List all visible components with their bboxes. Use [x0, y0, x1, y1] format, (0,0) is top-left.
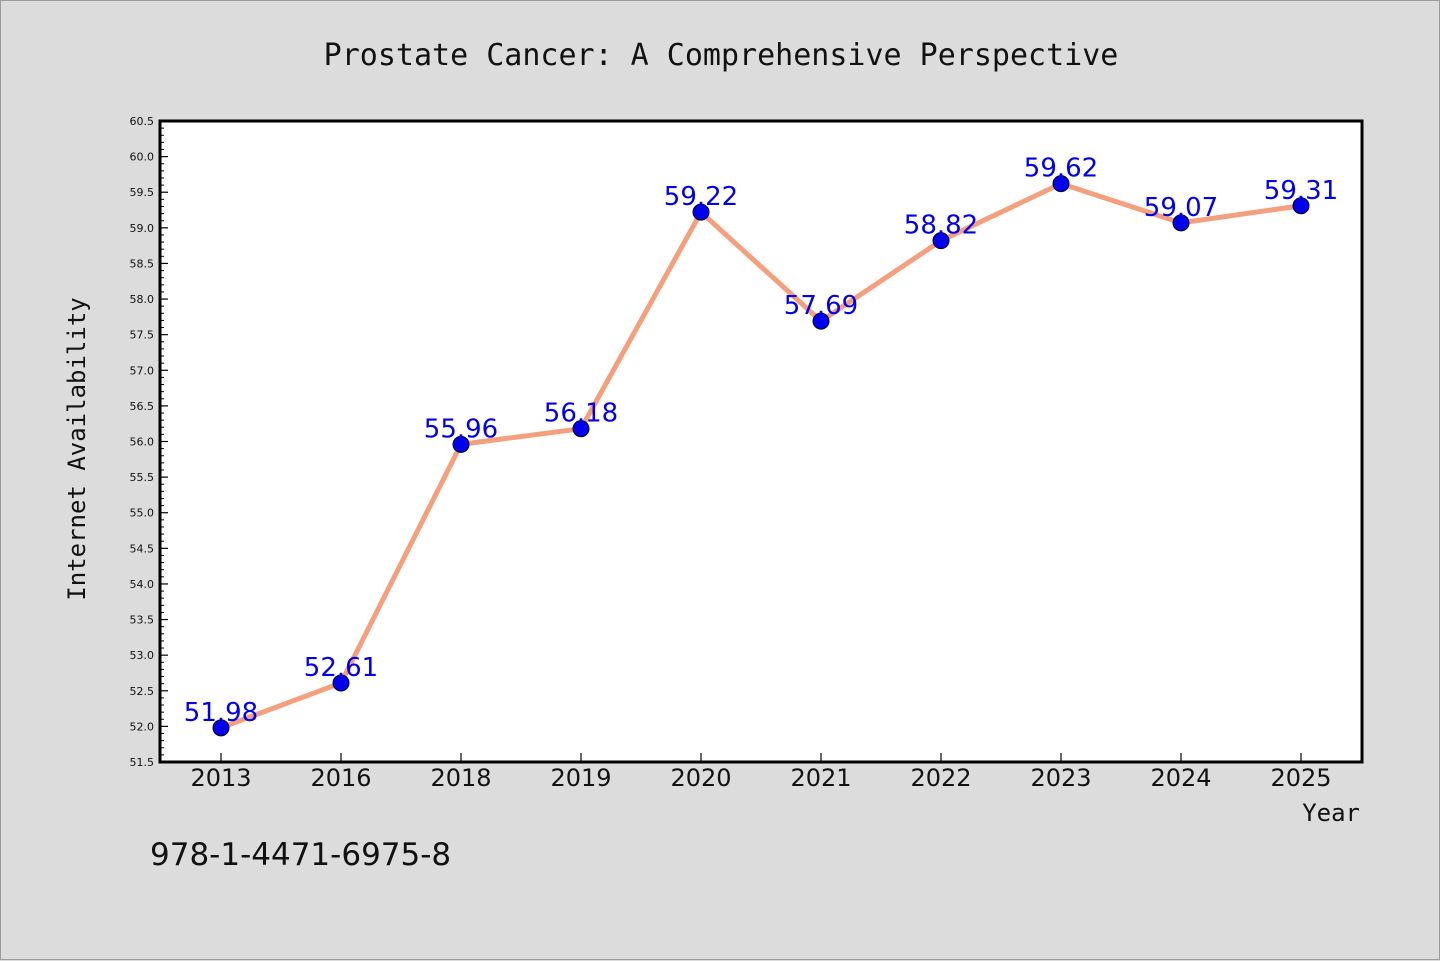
y-axis: 51.5 52.0 52.5 53.0 53.5 54.0 54.5 55.0 55.5 56.0…: [130, 115, 168, 769]
x-tick-label: 2019: [550, 764, 611, 792]
data-point: [692, 203, 710, 221]
plot-area: [158, 119, 1364, 764]
x-tick-label: 2022: [910, 764, 971, 792]
x-tick-label: 2018: [430, 764, 491, 792]
data-point: [452, 435, 470, 453]
data-point: [1052, 175, 1070, 193]
y-tick-label: 57.0: [130, 364, 155, 377]
y-tick-label: 57.5: [130, 329, 155, 342]
y-tick-label: 54.5: [130, 542, 155, 555]
y-tick-label: 60.0: [130, 151, 155, 164]
data-labels: 51.98 52.61 55.96 56.18 59.22 57.69 58.82 59.62…: [184, 154, 1338, 728]
y-tick-label: 52.5: [130, 685, 155, 698]
y-tick-label: 53.5: [130, 614, 155, 627]
x-axis: 2013 2016 2018 2019 2020 2021 2022 2023 2024 2025: [190, 753, 1332, 792]
data-point: [1172, 214, 1190, 232]
x-tick-label: 2016: [310, 764, 371, 792]
data-label: 57.69: [784, 291, 858, 321]
x-tick-label: 2013: [190, 764, 251, 792]
data-label: 51.98: [184, 698, 258, 728]
data-point: [212, 719, 230, 737]
y-tick-label: 58.5: [130, 257, 155, 270]
y-tick-label: 56.5: [130, 400, 155, 413]
y-tick-label: 59.5: [130, 186, 155, 199]
data-label: 58.82: [904, 211, 978, 241]
y-tick-label: 52.0: [130, 720, 155, 733]
footer-code: 978-1-4471-6975-8: [150, 837, 451, 873]
x-axis-label: Year: [1302, 799, 1360, 827]
y-tick-label: 51.5: [130, 756, 155, 769]
data-label: 59.07: [1144, 193, 1218, 223]
data-label: 52.61: [304, 653, 378, 683]
y-tick-label: 53.0: [130, 649, 155, 662]
y-tick-label: 54.0: [130, 578, 155, 591]
data-label: 59.31: [1264, 176, 1338, 206]
data-label: 59.62: [1024, 154, 1098, 184]
data-point: [1292, 197, 1310, 215]
data-label: 59.22: [664, 182, 738, 212]
chart-title: Prostate Cancer: A Comprehensive Perspec…: [324, 38, 1119, 73]
data-point: [812, 312, 830, 330]
y-tick-label: 60.5: [130, 115, 155, 128]
x-tick-label: 2021: [790, 764, 851, 792]
x-tick-label: 2023: [1030, 764, 1091, 792]
data-point: [932, 232, 950, 250]
x-tick-label: 2020: [670, 764, 731, 792]
x-tick-label: 2024: [1150, 764, 1211, 792]
y-axis-label: Internet Availability: [63, 297, 91, 600]
data-point: [332, 674, 350, 692]
y-tick-label: 55.0: [130, 507, 155, 520]
x-tick-label: 2025: [1270, 764, 1331, 792]
data-point: [572, 420, 590, 438]
series-line: [218, 181, 1304, 731]
data-label: 56.18: [544, 399, 618, 429]
y-tick-label: 55.5: [130, 471, 155, 484]
data-label: 55.96: [424, 414, 498, 444]
y-tick-label: 59.0: [130, 222, 155, 235]
y-tick-label: 58.0: [130, 293, 155, 306]
series: [212, 175, 1310, 737]
y-tick-label: 56.0: [130, 436, 155, 449]
